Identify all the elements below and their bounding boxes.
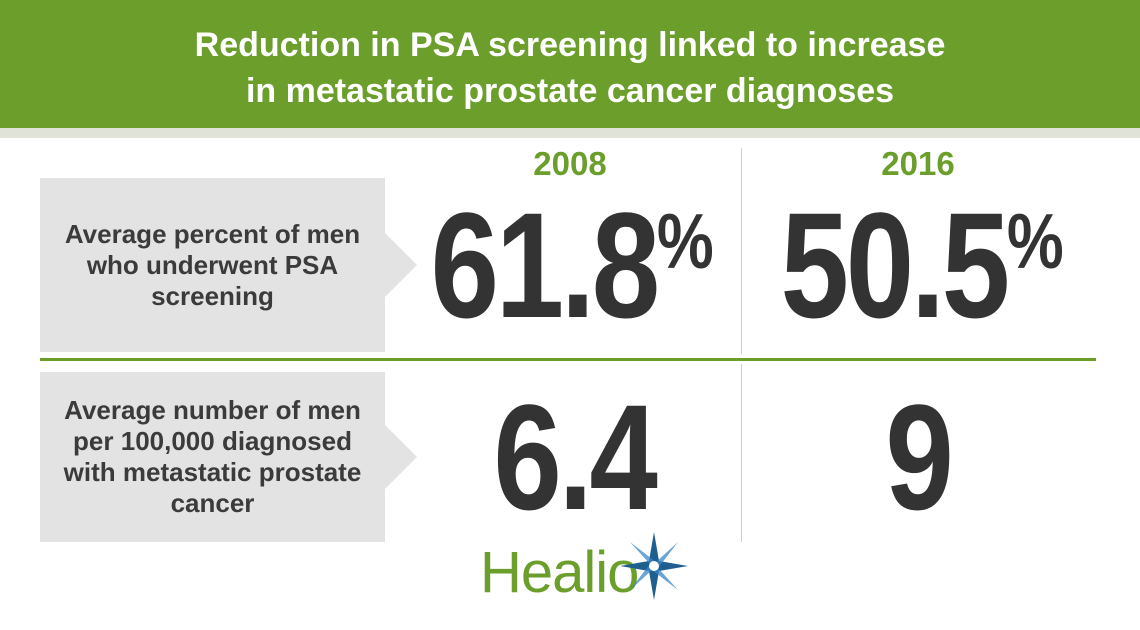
page-title: Reduction in PSA screening linked to inc… — [0, 22, 1140, 114]
column-divider-bottom — [741, 364, 742, 542]
value-2016-screening: 50.5% — [781, 190, 1064, 340]
value-number: 9 — [885, 373, 953, 541]
row-label-diagnoses-text: Average number of men per 100,000 diagno… — [63, 395, 362, 518]
column-divider-top — [741, 148, 742, 354]
value-number: 6.4 — [493, 373, 657, 541]
row-label-screening: Average percent of men who underwent PSA… — [40, 178, 417, 352]
row-label-diagnoses: Average number of men per 100,000 diagno… — [40, 372, 417, 542]
label-pointer-arrow — [385, 233, 417, 297]
row-divider — [40, 358, 1096, 361]
header-banner — [0, 0, 1140, 128]
year-2016-heading: 2016 — [881, 145, 955, 182]
healio-logo: Healio — [480, 532, 700, 610]
value-2008-diagnoses: 6.4 — [435, 382, 714, 532]
header-shadow — [0, 128, 1140, 138]
value-2008-screening: 61.8% — [431, 190, 714, 340]
star-icon — [620, 532, 688, 600]
value-2016-diagnoses: 9 — [779, 382, 1058, 532]
label-pointer-arrow — [385, 425, 417, 489]
value-unit: % — [656, 197, 714, 285]
value-unit: % — [1006, 197, 1064, 285]
title-line-2: in metastatic prostate cancer diagnoses — [245, 72, 895, 110]
value-number: 50.5 — [780, 181, 1011, 349]
year-2008-heading: 2008 — [533, 145, 607, 182]
logo-text: Healio — [480, 540, 639, 605]
title-line-1: Reduction in PSA screening linked to inc… — [194, 26, 946, 64]
value-number: 61.8 — [430, 181, 661, 349]
row-label-screening-text: Average percent of men who underwent PSA… — [64, 218, 361, 311]
